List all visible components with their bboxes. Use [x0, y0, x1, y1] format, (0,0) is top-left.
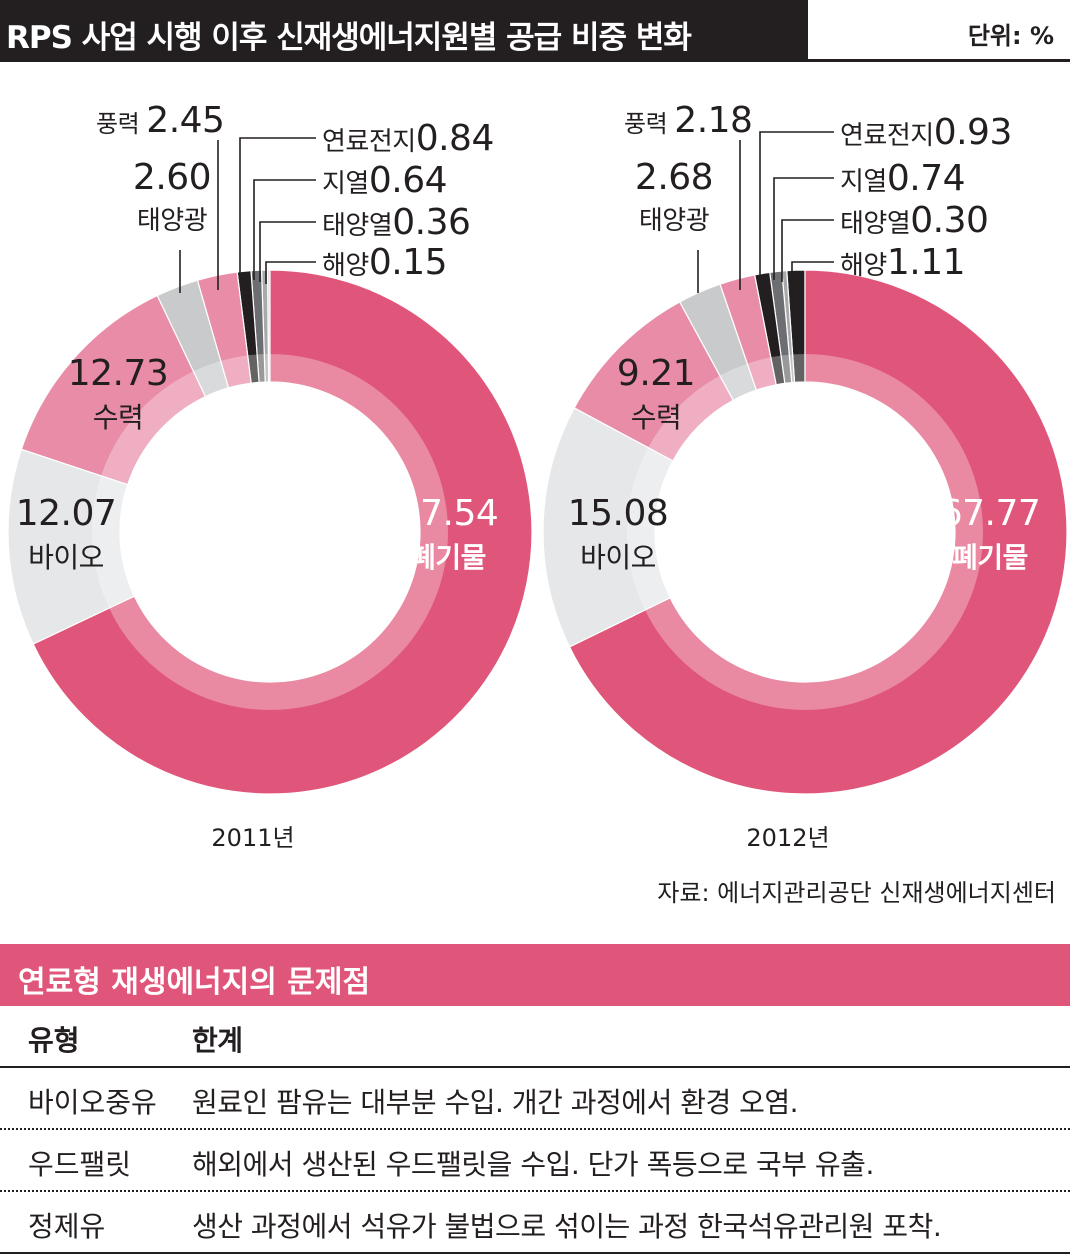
row-type: 우드팰릿 — [28, 1148, 132, 1181]
data-label-value-0-수력: 12.73 — [68, 353, 169, 394]
inner-ring-0 — [92, 354, 448, 710]
donut-hole-1 — [655, 382, 955, 682]
data-label-name-0-폐기물: 폐기물 — [410, 541, 486, 574]
data-label-name-0-바이오: 바이오 — [28, 541, 104, 574]
issues-table-header-row: 유형 한계 — [0, 1006, 1070, 1068]
title-rule — [0, 59, 1070, 62]
unit-label: 단위: % — [967, 22, 1054, 50]
donut-charts: 67.54 폐기물 12.07 바이오 12.73 수력 2.60 태양광 풍력 2.45 연료전… — [7, 100, 1068, 795]
leader-line-0-지열 — [253, 179, 316, 280]
year-label-2011: 2011년 — [211, 824, 295, 852]
data-label-0-태양열: 태양열0.36 — [322, 202, 470, 243]
data-label-0-연료전지: 연료전지0.84 — [322, 118, 494, 159]
data-label-name-1-폐기물: 폐기물 — [952, 541, 1028, 574]
leader-line-0-태양열 — [259, 221, 316, 282]
page-title: RPS 사업 시행 이후 신재생에너지원별 공급 비중 변화 — [6, 20, 692, 56]
data-label-value-1-바이오: 15.08 — [568, 493, 669, 534]
issues-table: 유형 한계 바이오중유 원료인 팜유는 대부분 수입. 개간 과정에서 환경 오… — [0, 1006, 1070, 1254]
source-note: 자료: 에너지관리공단 신재생에너지센터 — [657, 879, 1056, 907]
data-label-1-연료전지: 연료전지0.93 — [840, 112, 1012, 153]
inner-ring-1 — [627, 354, 983, 710]
data-label-value-0-바이오: 12.07 — [16, 493, 117, 534]
data-label-0-해양: 해양0.15 — [322, 242, 447, 283]
title-bar: RPS 사업 시행 이후 신재생에너지원별 공급 비중 변화 단위: % — [0, 0, 1070, 62]
issues-table-title: 연료형 재생에너지의 문제점 — [18, 965, 371, 1000]
row-limit: 원료인 팜유는 대부분 수입. 개간 과정에서 환경 오염. — [192, 1086, 799, 1119]
table-row: 정제유 생산 과정에서 석유가 불법으로 섞이는 과정 한국석유관리원 포착. — [0, 1192, 1070, 1254]
data-label-value-0-폐기물: 67.54 — [398, 493, 499, 534]
data-label-name-1-바이오: 바이오 — [580, 541, 656, 574]
year-label-2012: 2012년 — [746, 824, 830, 852]
data-label-name-1-태양광: 태양광 — [639, 206, 709, 236]
row-type: 정제유 — [28, 1210, 106, 1243]
leader-line-1-지열 — [773, 177, 834, 280]
data-label-1-태양열: 태양열0.30 — [840, 200, 988, 241]
leader-line-1-해양 — [791, 261, 834, 284]
data-label-value-0-태양광: 2.60 — [133, 157, 211, 198]
leader-line-1-태양열 — [781, 219, 834, 282]
table-row: 바이오중유 원료인 팜유는 대부분 수입. 개간 과정에서 환경 오염. — [0, 1068, 1070, 1130]
data-label-0-풍력: 풍력 2.45 — [96, 100, 224, 141]
column-header-limit: 한계 — [192, 1024, 243, 1057]
data-label-0-지열: 지열0.64 — [322, 160, 447, 201]
data-label-1-풍력: 풍력 2.18 — [624, 100, 752, 141]
row-limit: 해외에서 생산된 우드팰릿을 수입. 단가 폭등으로 국부 유출. — [192, 1148, 874, 1181]
column-header-type: 유형 — [28, 1024, 80, 1057]
data-label-1-해양: 해양1.11 — [840, 242, 965, 283]
data-label-name-0-수력: 수력 — [93, 401, 144, 434]
data-label-value-1-수력: 9.21 — [617, 353, 695, 394]
leader-line-1-연료전지 — [759, 131, 834, 278]
row-limit: 생산 과정에서 석유가 불법으로 섞이는 과정 한국석유관리원 포착. — [192, 1210, 942, 1243]
issues-table-title-bar: 연료형 재생에너지의 문제점 — [0, 944, 1070, 1006]
data-label-value-1-폐기물: 67.77 — [940, 493, 1041, 534]
donut-hole-0 — [120, 382, 420, 682]
title-background — [0, 0, 808, 62]
data-label-1-지열: 지열0.74 — [840, 158, 965, 199]
data-label-value-1-태양광: 2.68 — [635, 157, 713, 198]
table-row: 우드팰릿 해외에서 생산된 우드팰릿을 수입. 단가 폭등으로 국부 유출. — [0, 1130, 1070, 1192]
data-label-name-1-수력: 수력 — [631, 401, 682, 434]
leader-line-0-해양 — [265, 261, 316, 284]
data-label-name-0-태양광: 태양광 — [137, 206, 207, 236]
row-type: 바이오중유 — [28, 1086, 157, 1119]
leader-line-0-연료전지 — [239, 137, 316, 278]
